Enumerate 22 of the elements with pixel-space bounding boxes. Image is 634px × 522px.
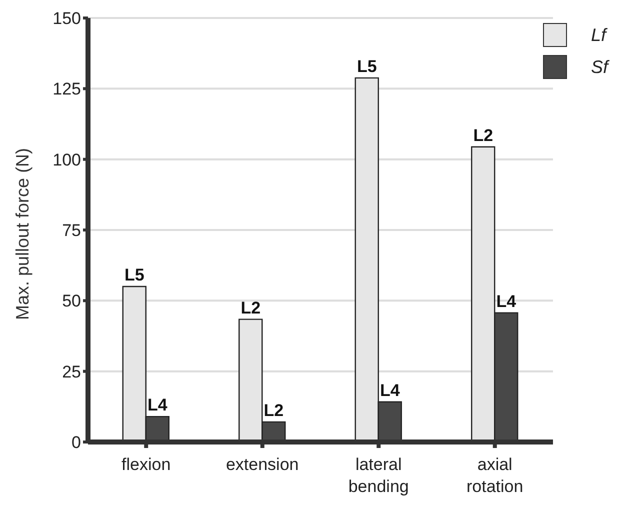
- data-label: L2: [264, 400, 284, 420]
- x-tick-label: extension: [226, 455, 299, 474]
- y-tick-label: 0: [72, 433, 81, 452]
- data-label: L4: [147, 396, 168, 415]
- y-tick-label: 125: [52, 80, 81, 99]
- y-tick-label: 25: [62, 362, 81, 382]
- legend-label: Sf: [590, 56, 608, 78]
- data-label: L5: [124, 266, 144, 285]
- y-tick-label: 100: [52, 150, 81, 170]
- data-label: L5: [356, 56, 377, 76]
- y-tick-label: 150: [52, 9, 81, 28]
- y-tick-label: 75: [62, 221, 81, 240]
- x-tick-label: axial rotation: [466, 455, 524, 496]
- data-label: L2: [240, 298, 261, 318]
- legend-label: Lf: [590, 24, 606, 46]
- y-tick-label: 50: [62, 292, 81, 311]
- x-tick-label: lateral bending: [348, 455, 409, 496]
- x-tick-label: flexion: [122, 455, 171, 474]
- data-label: L4: [496, 292, 517, 311]
- data-label: L4: [380, 380, 400, 400]
- data-label: L2: [473, 126, 494, 145]
- y-axis-title: Max. pullout force (N): [12, 148, 32, 320]
